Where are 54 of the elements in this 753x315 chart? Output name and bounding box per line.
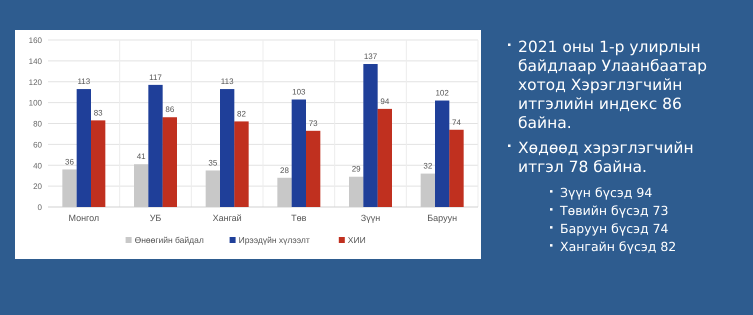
x-tick-label: Монгол [68, 213, 100, 223]
data-label: 28 [280, 166, 290, 175]
y-tick-label: 120 [28, 78, 43, 87]
bar [306, 130, 320, 207]
bar [292, 99, 306, 207]
y-tick-label: 80 [33, 120, 43, 128]
data-label: 102 [435, 88, 450, 98]
x-tick-label: Төв [291, 213, 307, 223]
data-label: 83 [94, 108, 104, 118]
y-tick-label: 0 [38, 203, 43, 212]
text: Баруун бүсэд 74 [560, 221, 669, 236]
y-tick-label: 60 [33, 140, 43, 150]
bar [363, 64, 378, 207]
text: Төвийн бүсэд 73 [559, 203, 668, 218]
legend-label: Өнөөгийн байдал [134, 235, 204, 245]
legend-label: ХИИ [348, 235, 366, 245]
data-label: 74 [452, 118, 462, 127]
bar [449, 130, 464, 207]
data-label: 103 [292, 87, 306, 96]
y-tick-label: 40 [33, 161, 43, 170]
bar [76, 89, 91, 207]
text: Хангайн бүсэд 82 [560, 239, 676, 254]
bar [162, 117, 177, 207]
data-label: 36 [65, 157, 74, 166]
data-label: 113 [220, 77, 234, 86]
text: 2021 оны 1-р улирлын байдлаар Улаанбаатар хотод Хэрэглэгчийн итгэлийн индекс 86 байна. [518, 38, 707, 132]
bar [148, 84, 163, 207]
y-tick-label: 100 [28, 98, 43, 108]
data-label: 32 [423, 162, 433, 171]
data-label: 29 [352, 164, 362, 174]
bar [91, 120, 106, 207]
legend-label: Ирээдүйн хүлээлт [238, 235, 310, 245]
data-label: 35 [208, 158, 218, 168]
data-label: 73 [308, 118, 318, 128]
data-label: 86 [165, 105, 175, 114]
data-label: 82 [237, 109, 246, 118]
x-tick-label: Зүүн [360, 213, 380, 223]
x-tick-label: УБ [150, 213, 162, 223]
bar [435, 100, 450, 207]
data-label: 41 [136, 152, 146, 162]
text: Зүүн бүсэд 94 [560, 185, 652, 200]
y-tick-label: 140 [28, 56, 43, 66]
y-tick-label: 160 [28, 36, 43, 45]
data-label: 137 [364, 52, 378, 62]
text: Хөдөөд хэрэглэгчийн итгэл 78 байна. [518, 139, 694, 176]
bar [220, 89, 234, 207]
x-tick-label: Хангай [212, 213, 242, 223]
bar [378, 108, 392, 207]
data-label: 94 [380, 96, 390, 106]
data-label: 113 [77, 77, 91, 86]
bar [234, 121, 249, 207]
y-tick-label: 20 [33, 182, 43, 192]
data-label: 117 [149, 72, 162, 82]
x-tick-label: Баруун [427, 213, 458, 223]
